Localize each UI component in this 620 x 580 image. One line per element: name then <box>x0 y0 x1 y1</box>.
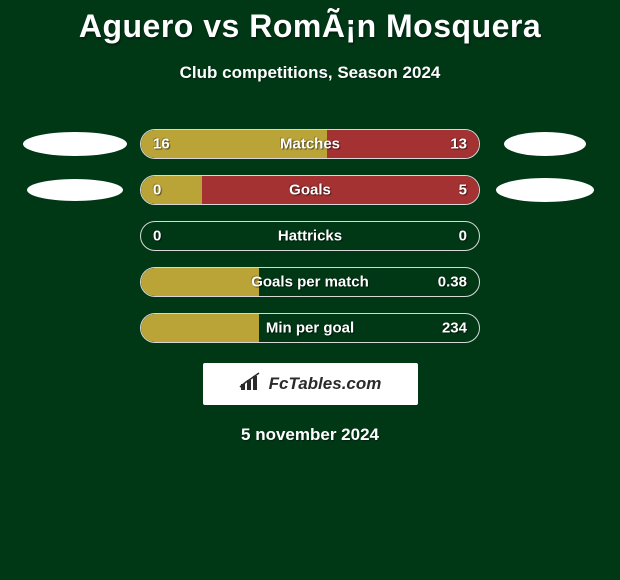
page-subtitle: Club competitions, Season 2024 <box>0 63 620 83</box>
right-fill <box>202 176 479 204</box>
stat-bar: Min per goal 234 <box>140 313 480 343</box>
right-value: 0 <box>459 228 467 245</box>
stats-area: 16 Matches 13 0 Goals 5 0 Hattricks 0 Goals per m… <box>0 129 620 343</box>
stat-label: Hattricks <box>278 228 342 245</box>
stat-row: Min per goal 234 <box>0 313 620 343</box>
stat-label: Min per goal <box>266 320 354 337</box>
stat-label: Goals per match <box>251 274 369 291</box>
stat-bar: 16 Matches 13 <box>140 129 480 159</box>
left-fill <box>141 314 259 342</box>
chart-container: Aguero vs RomÃ¡n Mosquera Club competiti… <box>0 0 620 445</box>
right-value: 0.38 <box>438 274 467 291</box>
logo-badge[interactable]: FcTables.com <box>203 363 418 405</box>
footer-date: 5 november 2024 <box>0 425 620 445</box>
right-value: 5 <box>459 182 467 199</box>
page-title: Aguero vs RomÃ¡n Mosquera <box>0 8 620 45</box>
left-side <box>10 132 140 156</box>
left-value: 16 <box>153 136 170 153</box>
stat-bar: Goals per match 0.38 <box>140 267 480 297</box>
left-fill <box>141 176 202 204</box>
bar-chart-icon <box>239 372 263 397</box>
right-ellipse <box>504 132 586 156</box>
stat-bar: 0 Hattricks 0 <box>140 221 480 251</box>
left-ellipse <box>23 132 127 156</box>
right-side <box>480 132 610 156</box>
left-fill <box>141 268 259 296</box>
stat-row: Goals per match 0.38 <box>0 267 620 297</box>
left-side <box>10 179 140 201</box>
stat-bar: 0 Goals 5 <box>140 175 480 205</box>
stat-label: Matches <box>280 136 340 153</box>
left-value: 0 <box>153 228 161 245</box>
stat-row: 0 Hattricks 0 <box>0 221 620 251</box>
right-ellipse <box>496 178 594 202</box>
left-value: 0 <box>153 182 161 199</box>
stat-row: 16 Matches 13 <box>0 129 620 159</box>
right-side <box>480 178 610 202</box>
stat-label: Goals <box>289 182 331 199</box>
logo-text: FcTables.com <box>269 374 382 394</box>
right-value: 234 <box>442 320 467 337</box>
stat-row: 0 Goals 5 <box>0 175 620 205</box>
left-ellipse <box>27 179 123 201</box>
right-value: 13 <box>450 136 467 153</box>
